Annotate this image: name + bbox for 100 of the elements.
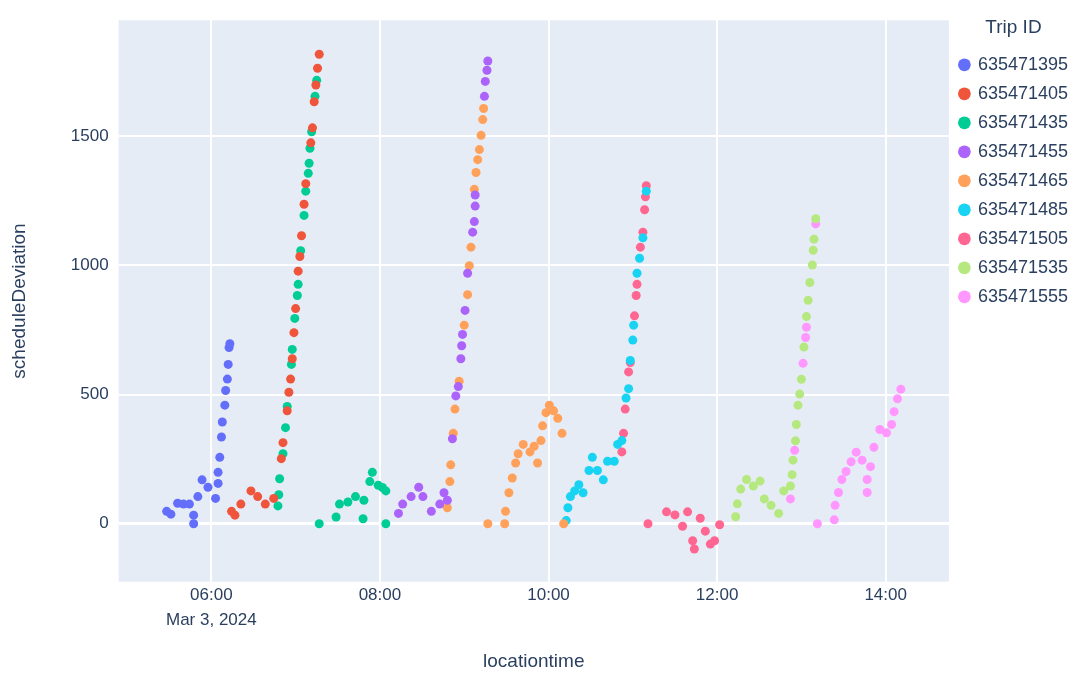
point — [774, 508, 784, 518]
point — [479, 91, 489, 101]
point — [297, 231, 307, 241]
point — [892, 394, 902, 404]
point — [632, 279, 642, 289]
point — [866, 462, 876, 472]
point — [292, 290, 302, 300]
legend-label: 635471465 — [977, 169, 1069, 190]
point — [260, 499, 270, 509]
point — [803, 295, 813, 305]
point — [314, 49, 324, 59]
point — [846, 457, 856, 467]
point — [841, 467, 851, 477]
point — [504, 488, 514, 498]
legend-label: 635471395 — [977, 53, 1069, 74]
point — [253, 492, 263, 502]
point — [479, 104, 489, 114]
x-tick-label: 10:00 — [527, 584, 570, 604]
point — [483, 56, 493, 66]
point — [755, 476, 765, 486]
point — [406, 492, 416, 502]
point — [748, 481, 758, 491]
point — [628, 335, 638, 345]
point — [398, 499, 408, 509]
point — [689, 544, 699, 554]
point — [414, 482, 424, 492]
point — [549, 406, 559, 416]
point — [500, 519, 510, 529]
point — [857, 455, 867, 465]
point — [620, 404, 630, 414]
point — [223, 359, 233, 369]
point — [246, 486, 256, 496]
point — [213, 478, 223, 488]
point — [662, 507, 672, 517]
point — [299, 199, 309, 209]
point — [435, 499, 445, 509]
point — [889, 407, 899, 417]
point — [304, 158, 314, 168]
point — [629, 320, 639, 330]
point — [643, 519, 653, 529]
point — [457, 341, 467, 351]
point — [331, 512, 341, 522]
point — [381, 519, 391, 529]
point — [584, 466, 594, 476]
point — [482, 65, 492, 75]
point — [538, 421, 548, 431]
point — [367, 467, 377, 477]
point — [793, 400, 803, 410]
point — [731, 512, 741, 522]
point — [470, 190, 480, 200]
point — [301, 186, 311, 196]
point — [759, 494, 769, 504]
legend-label: 635471405 — [977, 82, 1069, 103]
legend-label: 635471455 — [977, 140, 1069, 161]
point — [282, 406, 292, 416]
point — [313, 63, 323, 73]
point — [216, 432, 226, 442]
point — [293, 266, 303, 276]
legend-title: Trip ID — [985, 15, 1042, 37]
point — [306, 138, 316, 148]
point — [790, 436, 800, 446]
point — [811, 214, 821, 224]
point — [710, 536, 720, 546]
point — [286, 374, 296, 384]
point — [785, 494, 795, 504]
point — [513, 449, 523, 459]
point — [301, 179, 311, 189]
point — [833, 487, 843, 497]
point — [632, 268, 642, 278]
point — [478, 115, 488, 125]
point — [193, 492, 203, 502]
y-tick-label: 1500 — [70, 126, 109, 146]
point — [533, 458, 543, 468]
point — [213, 467, 223, 477]
point — [307, 123, 317, 133]
point — [801, 333, 811, 343]
point — [635, 242, 645, 252]
point — [303, 168, 313, 178]
point — [683, 507, 693, 517]
legend-label: 635471505 — [977, 227, 1069, 248]
point — [269, 493, 279, 503]
point — [278, 438, 288, 448]
text: Mar 3, 2024 — [165, 609, 257, 629]
point — [453, 382, 463, 392]
point — [446, 460, 456, 470]
point — [809, 234, 819, 244]
point — [624, 367, 634, 377]
point — [456, 354, 466, 364]
point — [197, 475, 207, 485]
point — [459, 320, 469, 330]
point — [518, 439, 528, 449]
point — [474, 145, 484, 155]
point — [295, 251, 305, 261]
point — [460, 305, 470, 315]
point — [299, 210, 309, 220]
point — [291, 304, 301, 314]
point — [215, 452, 225, 462]
point — [365, 477, 375, 487]
point — [715, 520, 725, 530]
point — [445, 477, 455, 487]
